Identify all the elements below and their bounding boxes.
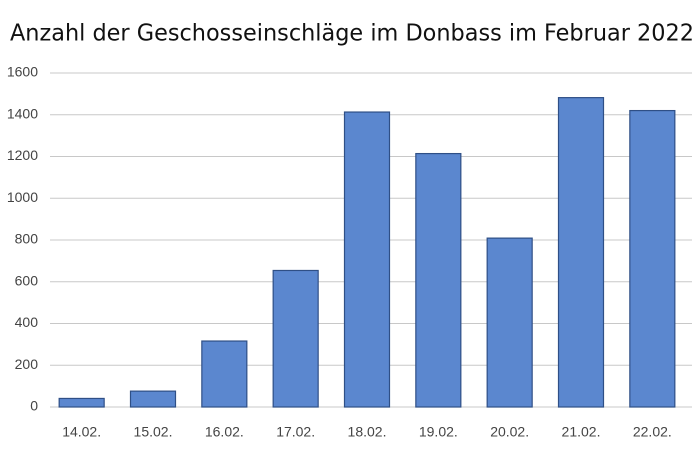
chart-title: Anzahl der Geschosseinschläge im Donbass… — [10, 21, 694, 47]
bar — [557, 97, 605, 408]
y-tick-label: 600 — [15, 272, 39, 288]
y-tick-label: 800 — [15, 231, 39, 247]
bar — [201, 340, 248, 408]
x-tick-label: 21.02. — [562, 424, 601, 440]
y-tick-label: 200 — [15, 356, 39, 372]
bar — [343, 111, 391, 408]
bar — [415, 152, 462, 408]
bar — [272, 269, 319, 408]
y-tick-label: 1600 — [7, 64, 38, 80]
y-tick-label: 400 — [15, 314, 39, 330]
x-tick-label: 22.02. — [633, 424, 672, 440]
y-tick-label: 1000 — [7, 189, 38, 205]
y-tick-label: 1200 — [7, 147, 38, 163]
y-tick-label: 0 — [30, 398, 38, 414]
bar — [486, 237, 533, 408]
bar — [58, 397, 105, 408]
x-tick-label: 14.02. — [62, 424, 101, 440]
x-tick-label: 18.02. — [348, 424, 387, 440]
x-tick-label: 20.02. — [490, 424, 529, 440]
x-tick-label: 15.02. — [134, 424, 173, 440]
y-tick-label: 1400 — [7, 105, 38, 121]
bar — [129, 390, 177, 408]
x-tick-label: 19.02. — [419, 424, 458, 440]
x-tick-label: 17.02. — [276, 424, 315, 440]
x-tick-label: 16.02. — [205, 424, 244, 440]
bar — [629, 109, 676, 408]
